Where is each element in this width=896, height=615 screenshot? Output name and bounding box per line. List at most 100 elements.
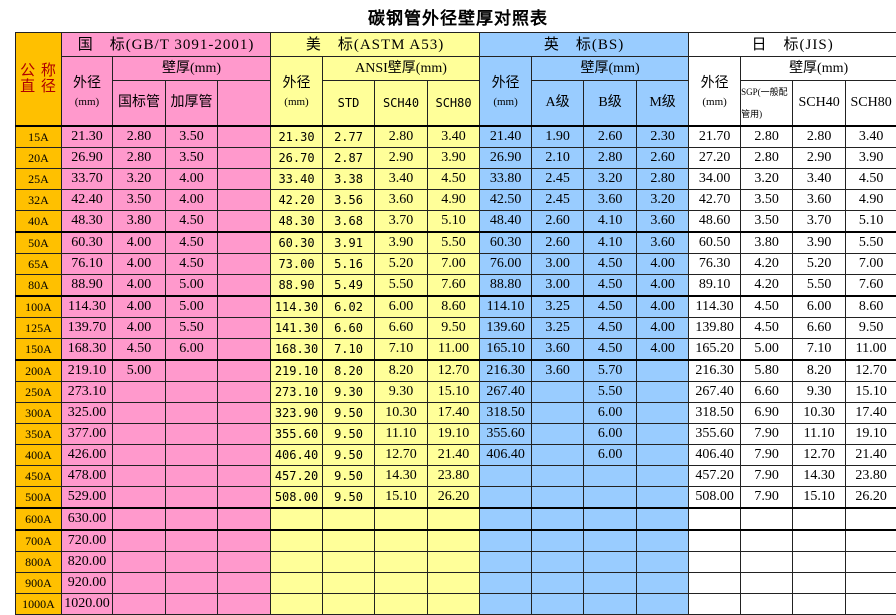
astm-std-cell: 6.02	[323, 296, 375, 318]
jis-sch80-cell	[846, 552, 896, 573]
bs-a-cell: 1.90	[532, 126, 584, 148]
astm-sch80-cell: 9.50	[428, 318, 480, 339]
gb-od-cell: 630.00	[62, 508, 113, 530]
gb-empty-cell	[218, 530, 271, 552]
jis-od-cell: 42.70	[689, 190, 741, 211]
jis-od-cell: 21.70	[689, 126, 741, 148]
gb-od-cell: 219.10	[62, 360, 113, 382]
bs-b-cell: 4.50	[584, 254, 637, 275]
jis-sgp-cell: 5.80	[741, 360, 793, 382]
astm-od-cell: 273.10	[271, 382, 323, 403]
jis-sch40-cell: 11.10	[793, 424, 846, 445]
astm-od-cell: 33.40	[271, 169, 323, 190]
astm-sch40-cell: 12.70	[375, 445, 428, 466]
gb-od-label: 外径	[73, 76, 101, 91]
bs-od-cell	[480, 466, 532, 487]
bs-m-cell	[637, 403, 689, 424]
bs-b-cell	[584, 487, 637, 509]
bs-od-cell: 165.10	[480, 339, 532, 361]
astm-sch80-cell: 3.90	[428, 148, 480, 169]
gb-thick-cell: 4.50	[166, 254, 218, 275]
bs-od-cell	[480, 530, 532, 552]
astm-col-sch40: SCH40	[375, 81, 428, 127]
bs-od-cell	[480, 508, 532, 530]
jis-sgp-cell: 5.00	[741, 339, 793, 361]
gb-empty-cell	[218, 275, 271, 297]
bs-m-cell: 4.00	[637, 296, 689, 318]
bs-b-cell	[584, 508, 637, 530]
gb-thick-cell	[166, 573, 218, 594]
astm-od-cell	[271, 552, 323, 573]
bs-b-cell: 2.60	[584, 126, 637, 148]
gb-standard-cell: 4.00	[113, 232, 166, 254]
jis-sch40-cell: 3.70	[793, 211, 846, 233]
bs-b-cell: 4.10	[584, 232, 637, 254]
jis-sch40-cell: 15.10	[793, 487, 846, 509]
bs-b-cell: 4.50	[584, 296, 637, 318]
jis-standard-header: 日 标(JIS)	[689, 33, 896, 57]
nominal-cell: 250A	[16, 382, 62, 403]
astm-sch80-cell: 8.60	[428, 296, 480, 318]
gb-standard-cell: 4.50	[113, 339, 166, 361]
bs-m-cell: 2.30	[637, 126, 689, 148]
jis-sgp-cell	[741, 530, 793, 552]
jis-sgp-cell: 4.20	[741, 254, 793, 275]
astm-std-cell: 9.50	[323, 403, 375, 424]
astm-sch40-cell	[375, 552, 428, 573]
bs-b-cell: 4.10	[584, 211, 637, 233]
astm-od-cell: 508.00	[271, 487, 323, 509]
astm-od-cell: 88.90	[271, 275, 323, 297]
jis-sgp-cell: 7.90	[741, 487, 793, 509]
bs-b-cell	[584, 552, 637, 573]
gb-thick-cell	[166, 445, 218, 466]
astm-sch80-cell: 3.40	[428, 126, 480, 148]
astm-sch40-cell: 14.30	[375, 466, 428, 487]
jis-sch80-cell: 5.50	[846, 232, 896, 254]
bs-od-cell: 48.40	[480, 211, 532, 233]
nominal-cell: 65A	[16, 254, 62, 275]
astm-sch40-cell: 6.60	[375, 318, 428, 339]
jis-sch40-cell	[793, 552, 846, 573]
jis-sch40-cell: 2.80	[793, 126, 846, 148]
astm-sch80-cell: 5.10	[428, 211, 480, 233]
jis-col-sch40: SCH40	[793, 81, 846, 127]
astm-od-cell: 141.30	[271, 318, 323, 339]
bs-od-unit: (mm)	[480, 95, 531, 109]
nominal-cell: 40A	[16, 211, 62, 233]
bs-a-cell: 2.45	[532, 169, 584, 190]
gb-standard-cell: 4.00	[113, 254, 166, 275]
astm-sch80-cell: 26.20	[428, 487, 480, 509]
bs-a-cell	[532, 382, 584, 403]
bs-b-cell: 6.00	[584, 424, 637, 445]
astm-std-cell: 6.60	[323, 318, 375, 339]
astm-od-unit: (mm)	[271, 95, 322, 109]
bs-od-cell: 21.40	[480, 126, 532, 148]
gb-standard-cell	[113, 382, 166, 403]
gb-empty-cell	[218, 487, 271, 509]
bs-col-b: B级	[584, 81, 637, 127]
gb-standard-cell	[113, 594, 166, 615]
astm-od-cell: 60.30	[271, 232, 323, 254]
nominal-cell: 800A	[16, 552, 62, 573]
gb-standard-cell: 3.20	[113, 169, 166, 190]
astm-od-cell	[271, 530, 323, 552]
astm-sch40-cell: 2.90	[375, 148, 428, 169]
jis-sgp-cell	[741, 594, 793, 615]
gb-od-cell: 168.30	[62, 339, 113, 361]
gb-standard-cell	[113, 424, 166, 445]
gb-thick-cell	[166, 487, 218, 509]
jis-col-sgp: SGP(一般配管用)	[741, 81, 793, 127]
bs-m-cell	[637, 487, 689, 509]
gb-standard-header: 国 标(GB/T 3091-2001)	[62, 33, 271, 57]
jis-od-cell: 267.40	[689, 382, 741, 403]
gb-od-cell: 76.10	[62, 254, 113, 275]
astm-sch40-cell: 3.60	[375, 190, 428, 211]
jis-sch40-cell	[793, 508, 846, 530]
